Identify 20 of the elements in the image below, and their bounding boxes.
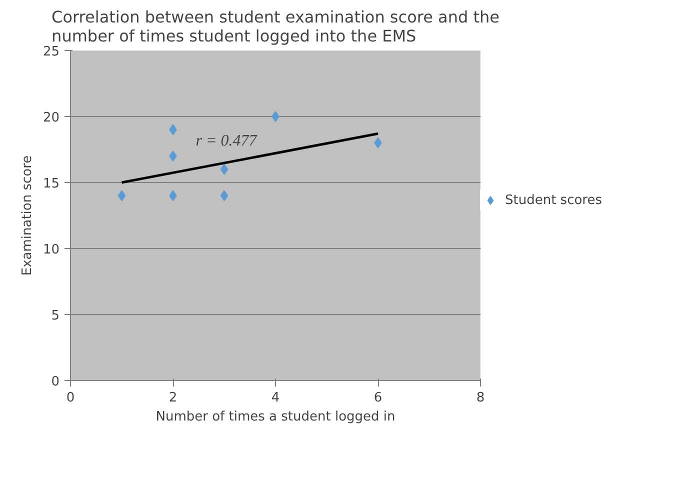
legend-label: Student scores [505,192,602,208]
y-tick-label: 5 [51,308,60,324]
y-tick-label: 20 [42,110,60,126]
y-tick-label: 25 [42,44,60,60]
x-tick-label: 2 [168,390,178,406]
x-tick-label: 8 [476,390,485,406]
x-tick-label: 4 [271,390,280,406]
point [118,190,126,202]
x-tick-label: 6 [374,390,382,406]
y-tick-label: 10 [42,242,60,258]
y-axis-title: Examination score [20,155,35,276]
x-axis-title: Number of times a student logged in [156,410,396,424]
y-tick-label: 15 [42,176,60,192]
point [272,111,280,122]
annotation: r = 0.477 [196,132,258,150]
point [220,190,228,202]
chart-title: Correlation between student examination score and the number of times student logged into the EMS [52,8,500,46]
y-tick-label: 0 [51,374,60,390]
point [220,164,228,175]
x-tick-label: 0 [66,390,75,406]
